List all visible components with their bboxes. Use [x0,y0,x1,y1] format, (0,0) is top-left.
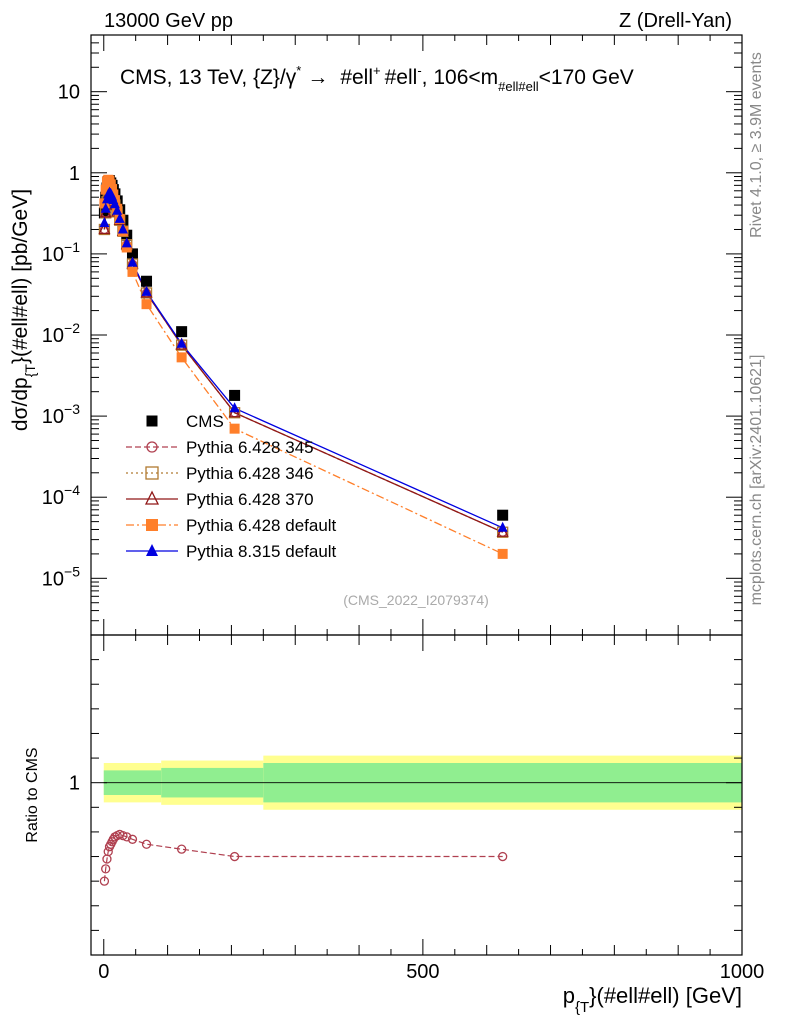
ratio-line-p345 [103,833,503,882]
legend: CMS Pythia 6.428 345 Pythia 6.428 346 Pythi… [126,412,337,561]
data-point-cms [98,207,110,219]
data-point-p8def [497,521,508,532]
ratio-point-p345 [498,851,508,862]
y-tick-label: 10 [58,82,80,104]
header-right: Z (Drell-Yan) [619,10,732,32]
ratio-point-p345 [118,830,128,841]
legend-entry-p346: Pythia 6.428 346 [126,464,314,483]
y-tick-label: 10−2 [42,320,80,347]
legend-marker [145,466,159,480]
data-point-cms [141,275,153,287]
data-point-p370 [98,222,111,235]
data-point-p428def [229,423,240,434]
rivet-version-text: Rivet 4.1.0, ≥ 3.9M events [748,52,765,238]
data-point-p428def [107,184,118,195]
data-point-p8def [127,256,138,267]
ratio-point-p345 [101,864,111,874]
header-left: 13000 GeV pp [104,10,233,32]
x-tick-label: 1000 [720,961,765,983]
x-tick-label: 0 [98,961,109,983]
ratio-point-p345 [176,844,187,854]
data-point-cms [229,389,241,401]
series-markers [98,174,509,559]
data-point-cms [126,248,138,260]
data-point-p8def [114,212,125,223]
ratio-y-axis-label: Ratio to CMS [24,747,41,842]
data-point-p428def [127,266,138,277]
data-point-p428def [497,548,508,559]
plot-title: CMS, 13 TeV, {Z}/γ* → #ell+ #ell-, 106<m#el… [120,63,634,94]
data-point-p428def [100,184,111,195]
legend-marker [146,519,158,531]
ratio-point-p345 [99,876,110,886]
data-point-p8def [176,337,187,348]
ratio-point-p345 [122,832,132,842]
legend-label: Pythia 6.428 345 [186,438,314,457]
data-point-p8def [100,202,111,213]
legend-label: CMS [186,412,224,431]
legend-entry-cms: CMS [146,412,224,431]
x-tick-label: 500 [406,961,439,983]
data-point-p428def [176,352,187,363]
x-axis-label: p{T}(#ell#ell) [GeV] [563,983,742,1016]
legend-label: Pythia 6.428 346 [186,464,314,483]
data-point-p8def [99,217,110,228]
ratio-y-tick-label: 1 [69,773,80,795]
legend-entry-p428def: Pythia 6.428 default [126,516,337,535]
main-y-axis-label: dσ/dp{T}(#ell#ell) [pb/GeV] [9,189,38,431]
y-tick-label: 10−3 [42,401,80,428]
legend-marker [146,415,158,427]
y-tick-label: 10−4 [42,482,80,509]
data-point-p428def [141,299,152,310]
data-point-cms [497,509,509,521]
ratio-point-p345 [141,839,152,849]
legend-label: Pythia 6.428 default [186,516,337,535]
legend-label: Pythia 8.315 default [186,542,337,561]
legend-entry-p8def: Pythia 8.315 default [126,542,337,561]
data-point-p8def [112,204,123,215]
data-point-p8def [229,402,240,413]
legend-entry-p370: Pythia 6.428 370 [126,490,314,509]
ratio-series [99,829,508,886]
legend-marker [146,441,158,453]
axis-ticks: 10 1 10−1 10−2 10−3 10−4 10−5 0 500 1000 1 [42,34,765,983]
data-point-p8def [141,285,152,296]
legend-label: Pythia 6.428 370 [186,490,314,509]
data-point-p428def [121,242,132,253]
data-point-cms [176,326,188,338]
legend-marker [144,490,160,505]
y-tick-label: 10−1 [42,239,80,266]
data-point-p8def [117,223,128,234]
legend-marker [146,544,158,556]
y-tick-label: 1 [69,163,80,185]
ratio-plot-frame [90,634,743,956]
mcplots-citation-text: mcplots.cern.ch [arXiv:2401.10621] [748,355,765,606]
data-point-p8def [121,237,132,248]
ratio-point-p345 [229,851,240,862]
analysis-watermark: (CMS_2022_I2079374) [343,592,489,608]
ratio-point-p345 [127,834,138,844]
legend-entry-p345: Pythia 6.428 345 [126,438,314,457]
ratio-uncertainty-band [103,755,742,810]
y-tick-label: 10−5 [42,563,80,590]
